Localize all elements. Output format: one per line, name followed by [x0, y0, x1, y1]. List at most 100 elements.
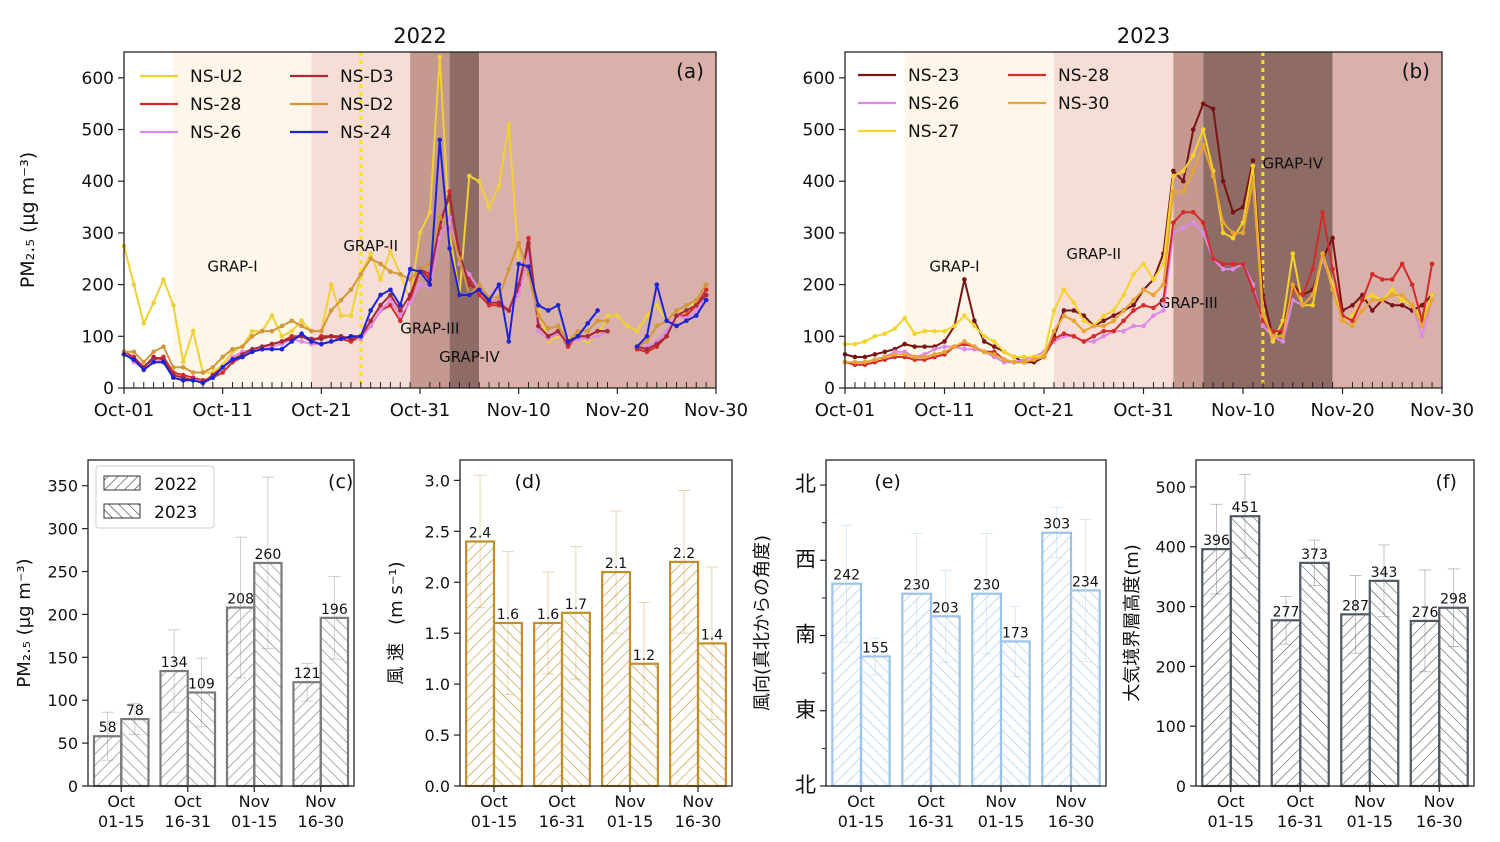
data-point-ns-u2 — [151, 300, 156, 306]
data-point-ns-d2 — [536, 313, 541, 318]
bar-2023 — [1069, 589, 1101, 788]
data-point-ns-30 — [1041, 354, 1047, 360]
data-point-ns-u2 — [190, 328, 196, 334]
data-point-ns-28 — [1061, 331, 1067, 337]
y-tick-label: 北 — [795, 472, 816, 496]
bar-2023 — [492, 621, 523, 788]
data-point-ns-u2 — [486, 204, 492, 210]
data-point-ns-28 — [1210, 256, 1216, 262]
data-point-ns-u2 — [644, 313, 650, 318]
data-point-ns-26 — [962, 346, 967, 352]
x-tick-label: 01-15 — [1347, 812, 1394, 831]
data-point-ns-28 — [1230, 261, 1236, 267]
data-point-ns-30 — [1290, 282, 1296, 287]
data-point-ns-28 — [1111, 328, 1116, 334]
data-point-ns-u2 — [427, 209, 433, 215]
data-point-ns-27 — [1181, 168, 1186, 174]
data-point-ns-23 — [882, 349, 888, 355]
data-point-ns-28 — [1121, 318, 1126, 324]
grap-stage-label: GRAP-I — [929, 258, 979, 276]
x-tick-label: 16-30 — [298, 812, 345, 831]
y-tick-label: 250 — [47, 563, 78, 582]
data-point-ns-30 — [1081, 328, 1087, 334]
y-tick-label: 0 — [103, 379, 114, 399]
bar-value-label: 155 — [862, 640, 889, 656]
data-point-ns-d2 — [328, 308, 334, 313]
data-point-ns-30 — [1141, 287, 1146, 293]
data-point-ns-23 — [1230, 209, 1236, 215]
data-point-ns-30 — [1330, 287, 1335, 293]
data-point-ns-d3 — [605, 328, 610, 334]
data-point-ns-d2 — [200, 370, 206, 375]
data-point-ns-30 — [1350, 323, 1355, 329]
panel-tag: (d) — [515, 471, 542, 493]
data-point-ns-28 — [1370, 271, 1375, 277]
data-point-ns-27 — [1171, 173, 1176, 179]
panel-title: 2023 — [1117, 24, 1170, 48]
data-point-ns-26 — [378, 308, 383, 313]
data-point-ns-30 — [982, 349, 987, 355]
data-point-ns-24 — [555, 302, 561, 308]
data-point-ns-30 — [942, 349, 947, 355]
bar-value-label: 1.6 — [537, 607, 559, 623]
y-axis-label: 風向(真北からの角度) — [752, 535, 773, 711]
data-point-ns-23 — [862, 354, 868, 360]
y-tick-label: 1.0 — [425, 675, 450, 694]
panel-title: 2022 — [393, 24, 446, 48]
data-point-ns-30 — [1310, 292, 1315, 298]
bar-value-label: 373 — [1301, 547, 1328, 563]
data-point-ns-27 — [1151, 277, 1156, 282]
data-point-ns-d2 — [703, 282, 709, 287]
data-point-ns-24 — [358, 334, 364, 339]
data-point-ns-30 — [872, 357, 878, 362]
data-point-ns-23 — [1370, 308, 1375, 313]
data-point-ns-27 — [1270, 339, 1276, 344]
bar-2023 — [1438, 606, 1469, 788]
data-point-ns-u2 — [417, 230, 423, 236]
data-point-ns-d3 — [516, 282, 521, 287]
x-tick-label: Nov-20 — [1310, 400, 1374, 421]
data-point-ns-u2 — [467, 173, 472, 179]
data-point-ns-30 — [1300, 302, 1305, 308]
bar-value-label: 230 — [973, 578, 1000, 594]
data-point-ns-27 — [902, 315, 907, 321]
legend-label-ns-26: NS-26 — [908, 94, 959, 114]
data-point-ns-26 — [1200, 230, 1206, 236]
y-tick-label: 0.5 — [425, 726, 450, 745]
data-point-ns-27 — [1131, 271, 1136, 277]
data-point-ns-24 — [269, 346, 275, 352]
data-point-ns-28 — [1240, 261, 1246, 267]
panel-a-2022-timeseries: GRAP-I GRAP-II GRAP-III GRAP-IV 0 100 200 300 40… — [17, 24, 748, 421]
y-tick-label: 200 — [803, 276, 835, 296]
panel-d-wind-speed-bars: 2.41.6Oct01-151.61.7Oct16-312.11.2Nov01-… — [386, 459, 733, 831]
data-point-ns-u2 — [131, 282, 137, 287]
panel-b-2023-timeseries: GRAP-I GRAP-II GRAP-III GRAP-IV 0 100 200 300 40… — [803, 24, 1474, 421]
data-point-ns-d2 — [279, 323, 285, 329]
x-tick-label: Oct — [1217, 792, 1245, 811]
panel-tag: (f) — [1435, 471, 1457, 493]
data-point-ns-30 — [972, 344, 977, 349]
bar-value-label: 287 — [1342, 598, 1369, 614]
data-point-ns-24 — [496, 282, 502, 287]
data-point-ns-26 — [397, 313, 403, 318]
data-point-ns-28 — [1171, 220, 1176, 225]
data-point-ns-30 — [882, 354, 888, 360]
data-point-ns-u2 — [289, 328, 295, 334]
data-point-ns-30 — [1260, 313, 1266, 318]
data-point-ns-u2 — [634, 328, 640, 334]
x-tick-label: Oct-01 — [94, 400, 155, 421]
data-point-ns-d2 — [161, 344, 166, 349]
bar-value-label: 121 — [294, 666, 321, 682]
data-point-ns-27 — [972, 323, 977, 329]
data-point-ns-d2 — [595, 318, 600, 324]
bar-value-label: 134 — [161, 655, 188, 671]
data-point-ns-27 — [942, 328, 947, 334]
x-tick-label: Oct — [548, 792, 576, 811]
data-point-ns-23 — [912, 344, 917, 349]
legend-swatch-2023 — [103, 503, 141, 519]
bar-value-label: 2.4 — [469, 526, 491, 542]
x-tick-label: 01-15 — [1208, 812, 1255, 831]
data-point-ns-d2 — [516, 240, 521, 246]
data-point-ns-28 — [1071, 334, 1077, 339]
data-point-ns-28 — [1161, 297, 1166, 303]
